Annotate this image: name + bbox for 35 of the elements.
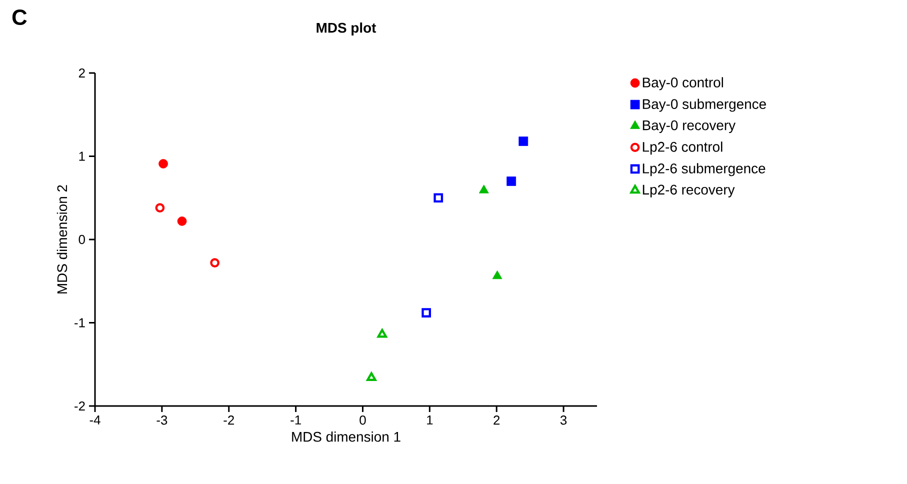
x-tick-label: 1 — [427, 416, 433, 424]
point — [422, 308, 431, 318]
x-tick-label: 3 — [560, 416, 567, 425]
x-tick-label: -4 — [90, 416, 100, 424]
legend-label: Lp2-6 recovery — [642, 184, 735, 198]
x-tick-label: 0 — [360, 416, 366, 425]
y-axis-title: MDS dimension 2 — [56, 185, 68, 294]
x-tick-label: -3 — [156, 416, 168, 425]
point — [155, 203, 165, 213]
point — [434, 193, 444, 203]
legend-label: Bay-0 submergence — [642, 98, 766, 112]
legend-label: Bay-0 recovery — [642, 120, 736, 133]
y-tick-label: 1 — [79, 152, 85, 161]
point — [492, 270, 502, 280]
point — [478, 184, 489, 194]
point — [377, 328, 388, 338]
x-axis-title: MDS dimension 1 — [292, 432, 400, 442]
y-tick-label: 2 — [78, 68, 85, 78]
point — [158, 159, 168, 168]
legend-label: Bay-0 control — [642, 77, 724, 90]
x-tick-label: 2 — [494, 416, 500, 425]
point — [518, 136, 528, 146]
point — [177, 216, 187, 226]
x-tick-label: -2 — [224, 416, 234, 425]
y-tick-label: 0 — [78, 234, 85, 244]
legend-label: Lp2-6 control — [642, 142, 722, 155]
x-tick-label: -1 — [290, 416, 301, 424]
y-tick-label: -2 — [74, 401, 85, 411]
point — [366, 372, 376, 381]
point — [506, 176, 516, 186]
point — [210, 258, 220, 268]
y-tick-label: -1 — [74, 318, 85, 328]
chart-title: MDS plot — [316, 22, 376, 36]
legend-label: Lp2-6 submergence — [642, 163, 766, 176]
text: C — [12, 10, 27, 26]
